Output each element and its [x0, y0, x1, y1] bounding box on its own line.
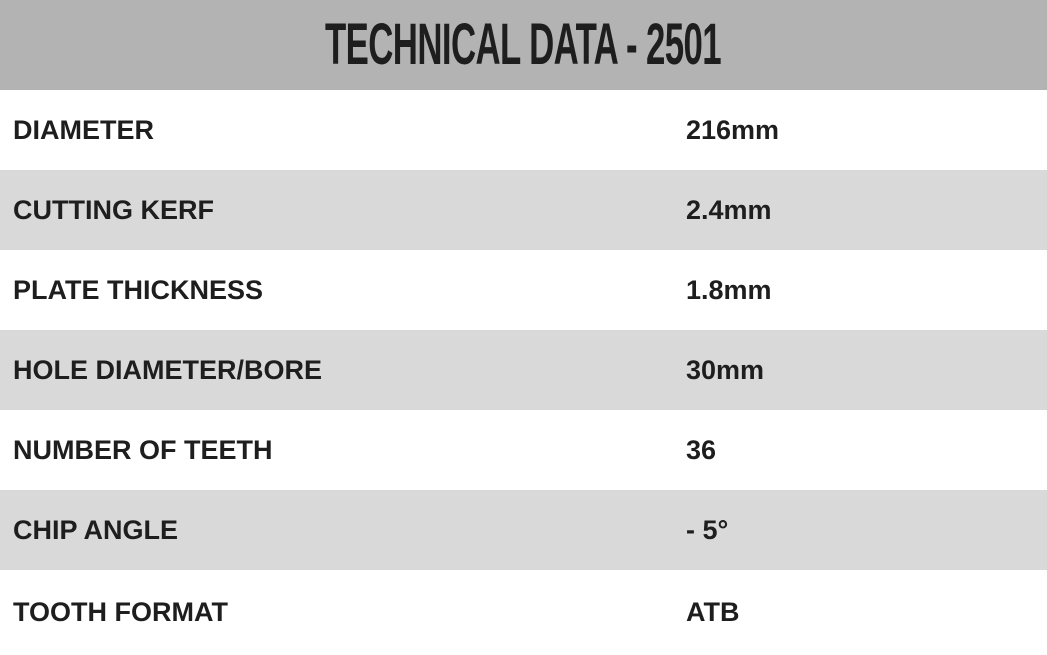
row-value: ATB [686, 597, 740, 627]
row-value: - 5° [686, 514, 729, 545]
row-label: PLATE THICKNESS [13, 274, 264, 305]
row-value: 2.4mm [686, 194, 772, 225]
row-label: HOLE DIAMETER/BORE [13, 354, 323, 385]
page-title: TECHNICAL DATA - 2501 [325, 12, 722, 77]
table-row: CUTTING KERF 2.4mm [0, 170, 1047, 250]
row-label: CHIP ANGLE [13, 514, 179, 545]
table-row: TOOTH FORMAT ATB [0, 570, 1047, 655]
table-row: PLATE THICKNESS 1.8mm [0, 250, 1047, 330]
row-value: 30mm [686, 354, 765, 385]
row-label: NUMBER OF TEETH [13, 434, 273, 465]
table-row: CHIP ANGLE - 5° [0, 490, 1047, 570]
row-label: TOOTH FORMAT [13, 597, 228, 627]
row-value: 1.8mm [686, 274, 772, 305]
row-label: DIAMETER [13, 114, 154, 145]
spec-table: DIAMETER 216mm CUTTING KERF 2.4mm PLATE TH… [0, 90, 1047, 655]
table-header: TECHNICAL DATA - 2501 [0, 0, 1047, 90]
table-row: NUMBER OF TEETH 36 [0, 410, 1047, 490]
row-label: CUTTING KERF [13, 194, 214, 225]
row-value: 216mm [686, 114, 780, 145]
row-value: 36 [686, 434, 717, 465]
table-row: DIAMETER 216mm [0, 90, 1047, 170]
table-row: HOLE DIAMETER/BORE 30mm [0, 330, 1047, 410]
